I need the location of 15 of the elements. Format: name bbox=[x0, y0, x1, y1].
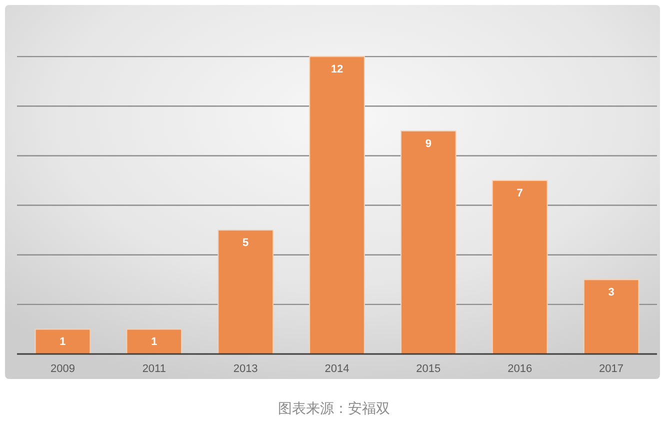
x-tick-label: 2009 bbox=[50, 363, 75, 375]
x-tick-label: 2017 bbox=[599, 363, 624, 375]
data-label: 1 bbox=[60, 336, 66, 348]
data-label: 12 bbox=[330, 64, 344, 76]
data-label: 5 bbox=[242, 237, 249, 250]
x-tick-label: 2013 bbox=[233, 363, 258, 375]
data-label: 7 bbox=[516, 188, 523, 200]
data-label: 3 bbox=[608, 286, 614, 299]
annotation: 图表来源：安福双 bbox=[278, 400, 390, 416]
x-tick-label: 2011 bbox=[142, 363, 166, 375]
data-label: 1 bbox=[151, 336, 158, 348]
x-tick-label: 2016 bbox=[508, 363, 532, 375]
x-tick-label: 2014 bbox=[324, 363, 350, 375]
x-tick-label: 2015 bbox=[416, 363, 441, 375]
data-label: 9 bbox=[425, 138, 432, 150]
